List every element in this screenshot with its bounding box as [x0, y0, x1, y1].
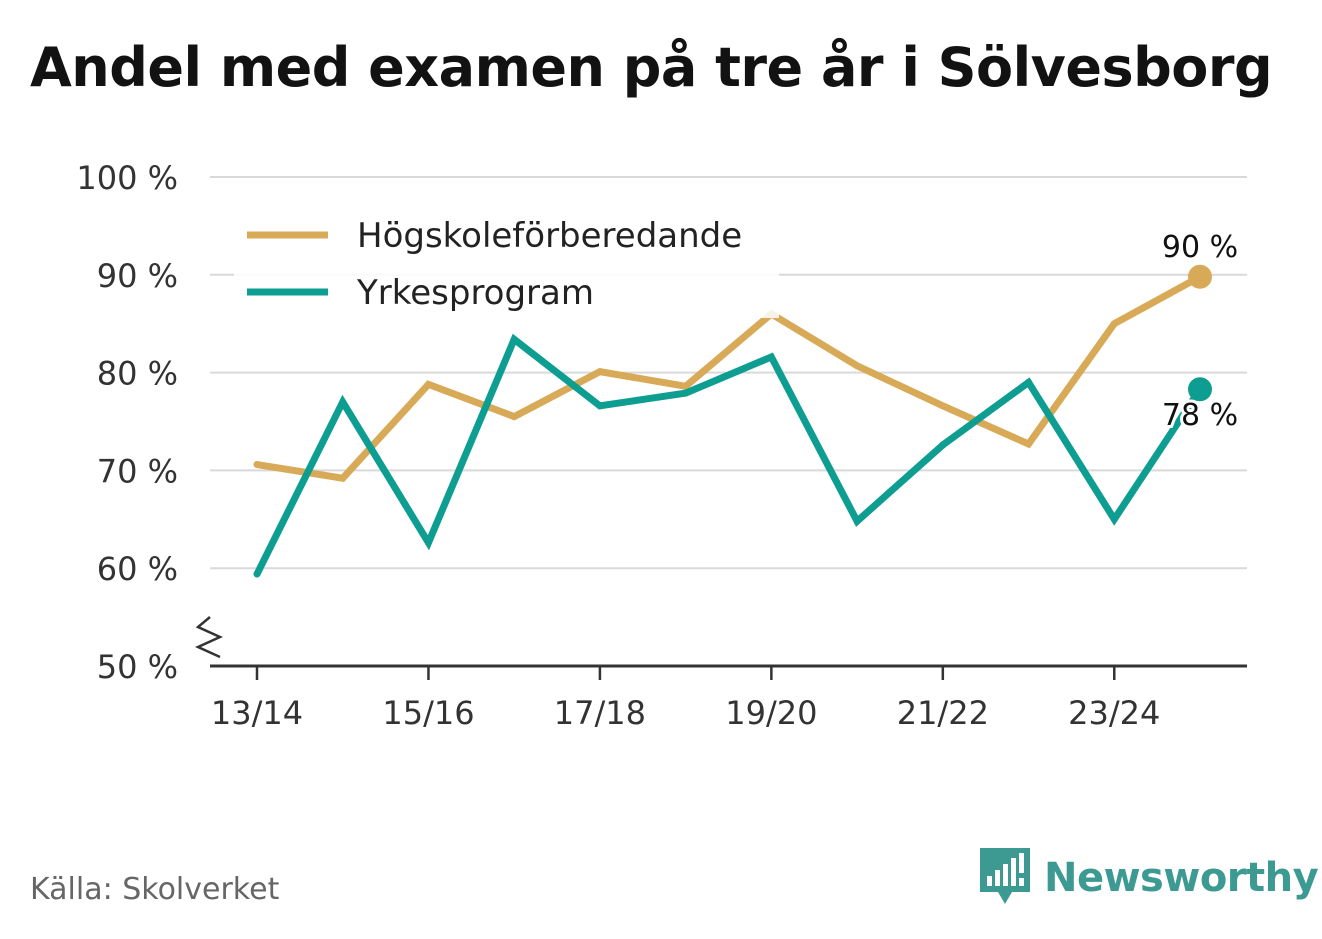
- y-tick-label: 70 %: [97, 452, 178, 490]
- axis-break-marker: [194, 616, 224, 659]
- x-tick-label: 13/14: [211, 694, 303, 732]
- end-value-label: 90 %: [1162, 230, 1238, 265]
- y-tick-label: 80 %: [97, 355, 178, 393]
- newsworthy-logo-icon: [980, 848, 1030, 904]
- series-point: [767, 353, 775, 361]
- x-tick-label: 15/16: [382, 694, 474, 732]
- series-point: [424, 380, 432, 388]
- brand-logo: Newsworthy: [980, 848, 1319, 908]
- chart-title: Andel med examen på tre år i Sölvesborg: [30, 36, 1273, 99]
- legend-background: [234, 206, 779, 318]
- series-end-marker: [1188, 377, 1212, 402]
- series-point: [253, 570, 261, 578]
- legend-label: Yrkesprogram: [356, 273, 594, 313]
- legend: Högskoleförberedande Yrkesprogram: [234, 206, 779, 318]
- end-labels: 90 % 78 %: [1159, 227, 1241, 436]
- series-lines: [253, 264, 1212, 578]
- x-tick-label: 21/22: [897, 694, 989, 732]
- series-point: [939, 402, 947, 410]
- series-point: [510, 413, 518, 421]
- series-point: [1110, 320, 1118, 328]
- y-tick-label: 100 %: [76, 159, 178, 197]
- source-note: Källa: Skolverket: [30, 872, 280, 907]
- y-tick-label: 90 %: [97, 257, 178, 295]
- series-point: [424, 539, 432, 547]
- y-tick-label: 50 %: [97, 648, 178, 686]
- series-point: [596, 368, 604, 376]
- series-point: [1025, 378, 1033, 386]
- series-end-marker: [1188, 264, 1212, 289]
- y-axis-tick-labels: 50 % 60 % 70 % 80 % 90 % 100 %: [76, 159, 178, 686]
- x-tick-label: 17/18: [554, 694, 646, 732]
- series-point: [1025, 440, 1033, 448]
- brand-name: Newsworthy: [1044, 855, 1319, 901]
- series-point: [253, 461, 261, 469]
- series-point: [939, 441, 947, 449]
- series-line: [256, 273, 1202, 482]
- series-point: [853, 517, 861, 525]
- series-point: [510, 335, 518, 343]
- x-tick-label: 23/24: [1068, 694, 1160, 732]
- x-axis: 13/14 15/16 17/18 19/20 21/22 23/24: [194, 616, 1247, 732]
- series-point: [339, 398, 347, 406]
- end-value-label: 78 %: [1162, 398, 1238, 433]
- legend-label: Högskoleförberedande: [357, 216, 742, 256]
- series-line: [253, 333, 1203, 576]
- series-point: [1110, 515, 1118, 523]
- series-point: [853, 362, 861, 370]
- y-tick-label: 60 %: [97, 550, 178, 588]
- x-tick-label: 19/20: [725, 694, 817, 732]
- series-point: [682, 382, 690, 390]
- series-point: [682, 389, 690, 397]
- series-point: [596, 402, 604, 410]
- series-point: [339, 474, 347, 482]
